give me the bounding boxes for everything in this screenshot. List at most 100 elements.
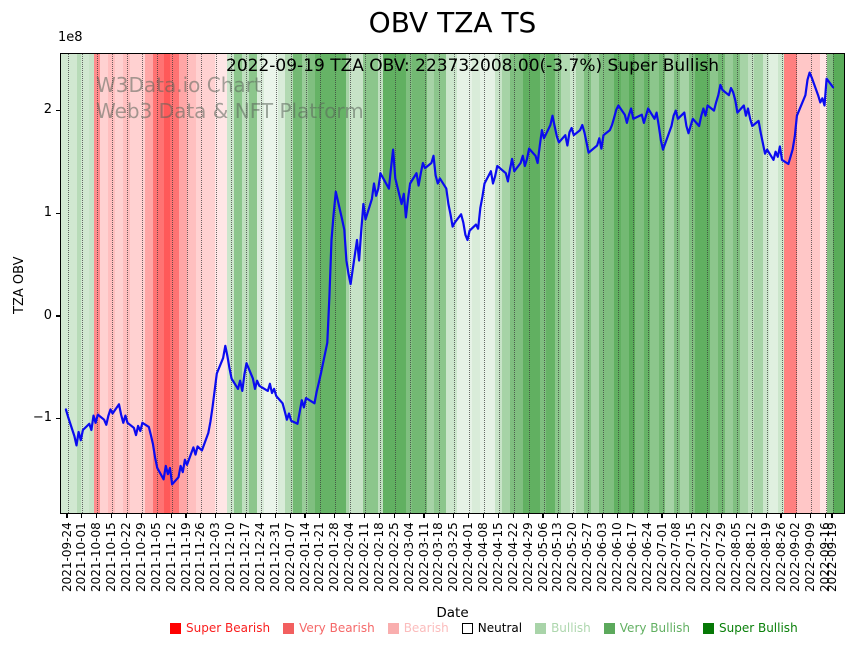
gridline [127, 54, 128, 513]
x-tick-mark [691, 514, 693, 518]
sentiment-band-very-bullish [718, 54, 725, 513]
sentiment-band-bullish [346, 54, 349, 513]
gridline [97, 54, 99, 513]
sentiment-band-bullish [665, 54, 674, 513]
x-tick-label: 2021-11-12 [163, 522, 178, 592]
legend-swatch-icon [535, 622, 547, 634]
sentiment-band-bullish [590, 54, 600, 513]
x-tick-mark [557, 514, 559, 518]
gridline [632, 54, 634, 513]
x-tick-label: 2021-10-15 [104, 522, 119, 592]
gridline [379, 54, 381, 513]
x-tick-mark [244, 514, 247, 518]
sentiment-band-very-bullish [673, 54, 680, 513]
gridline [365, 54, 366, 513]
x-tick-mark [111, 514, 113, 518]
legend-item-super-bearish: Super Bearish [170, 621, 270, 635]
chart-title: OBV TZA TS [368, 6, 537, 39]
x-tick-label: 2022-02-04 [342, 522, 357, 592]
sentiment-band-very-bullish [629, 54, 636, 513]
x-tick-label: 2022-07-29 [714, 522, 728, 592]
legend-swatch-icon [703, 622, 714, 634]
x-tick-label: 2021-10-08 [89, 522, 104, 592]
x-tick-mark [706, 514, 708, 518]
legend-swatch-icon [283, 622, 295, 634]
sentiment-band-bullish [80, 54, 90, 513]
gridline [260, 54, 262, 513]
legend-label: Bullish [551, 621, 591, 635]
sentiment-band-bearish [178, 54, 187, 513]
x-tick-mark [572, 514, 574, 518]
gridline [647, 54, 649, 513]
x-tick-label: 2022-06-10 [609, 522, 624, 592]
legend-label: Super Bullish [719, 621, 798, 635]
x-tick-label: 2022-09-09 [803, 522, 818, 592]
x-tick-mark [810, 514, 812, 518]
sentiment-band-very-bullish [620, 54, 629, 513]
gridline [603, 54, 604, 513]
x-tick-mark [735, 514, 737, 518]
x-tick-label: 2022-04-29 [520, 522, 535, 592]
gridline [201, 54, 203, 513]
x-axis-label: Date [436, 605, 469, 621]
x-tick-label: 2021-12-10 [223, 522, 238, 592]
gridline [588, 54, 590, 513]
gridline [513, 54, 515, 513]
y-tick-mark [56, 212, 60, 214]
gridline [424, 54, 426, 513]
gridline [156, 54, 158, 513]
sentiment-band-bullish [263, 54, 279, 513]
gridline [454, 54, 456, 513]
x-tick-mark [765, 514, 767, 518]
sentiment-band-bullish [769, 54, 778, 513]
legend-swatch-icon [387, 622, 399, 634]
x-tick-label: 2021-12-31 [267, 522, 282, 592]
legend-label: Very Bearish [299, 621, 375, 635]
gridline [692, 54, 694, 513]
gridline [186, 54, 188, 513]
sentiment-band-bullish [89, 54, 94, 513]
sentiment-band-very-bullish [382, 54, 406, 513]
gridline [707, 54, 709, 513]
sentiment-band-bullish [575, 54, 585, 513]
x-tick-label: 2022-09-19 [824, 522, 839, 592]
y-tick-mark [56, 418, 60, 420]
sentiment-band-very-bullish [709, 54, 719, 513]
x-tick-mark [661, 514, 663, 518]
sentiment-band-very-bullish [405, 54, 413, 513]
gridline [439, 54, 441, 513]
x-tick-label: 2021-09-24 [59, 522, 74, 592]
x-tick-mark [259, 514, 261, 518]
y-axis-label: TZA OBV [12, 256, 27, 314]
watermark: W3Data.io Chart Web3 Data & NFT Platform [96, 72, 364, 124]
legend-item-bearish: Bearish [387, 621, 449, 635]
y-tick-label: −1 [32, 410, 52, 426]
gridline [543, 54, 545, 513]
legend-swatch-icon [461, 622, 473, 634]
x-tick-label: 2021-12-03 [208, 522, 223, 592]
sentiment-band-very-bullish [658, 54, 666, 513]
sentiment-band-bullish [456, 54, 472, 513]
x-tick-label: 2022-03-04 [401, 522, 416, 592]
sentiment-band-very-bullish [688, 54, 695, 513]
x-tick-label: 2022-08-12 [743, 522, 758, 592]
sentiment-band-bullish [284, 54, 294, 513]
sentiment-band-bullish [61, 54, 77, 513]
legend-item-neutral: Neutral [461, 621, 522, 635]
sentiment-band-very-bullish [650, 54, 659, 513]
sentiment-band-bullish [480, 54, 496, 513]
sentiment-band-very-bullish [522, 54, 540, 513]
sentiment-band-bullish [278, 54, 285, 513]
sentiment-band-bullish [777, 54, 785, 513]
gridline [796, 54, 798, 513]
gridline [409, 54, 411, 513]
sentiment-band-very-bullish [833, 54, 844, 513]
sentiment-band-bearish [187, 54, 196, 513]
x-tick-label: 2022-09-02 [788, 522, 803, 592]
gridline [112, 54, 114, 513]
x-tick-label: 2022-03-25 [446, 522, 461, 592]
gridline [722, 54, 723, 513]
gridline [275, 54, 277, 513]
gridline [394, 54, 396, 513]
